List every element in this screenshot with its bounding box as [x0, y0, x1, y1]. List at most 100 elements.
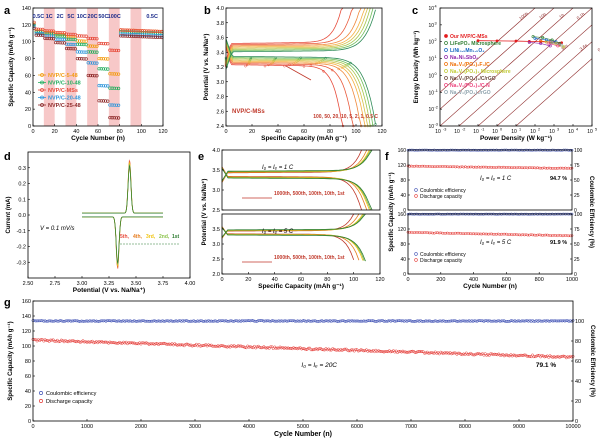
efficiency-point: [501, 319, 505, 323]
efficiency-point: [212, 319, 216, 323]
capacity-point: [332, 347, 336, 351]
capacity-point: [408, 231, 411, 234]
efficiency-point: [524, 319, 528, 323]
capacity-point: [64, 37, 69, 41]
x-tick-label: 120: [158, 129, 167, 135]
efficiency-point: [134, 320, 138, 323]
y-tick-label: 2.0: [212, 272, 220, 278]
y2-tick-label: 20: [575, 399, 581, 405]
y-tick-label: 100: [22, 40, 31, 46]
efficiency-point: [113, 319, 117, 323]
time-label: 0.1h: [576, 11, 586, 20]
capacity-point: [82, 42, 86, 47]
legend-label: Discharge capacity: [46, 399, 93, 405]
capacity-point: [519, 166, 523, 170]
capacity-point: [501, 165, 505, 169]
capacity-point: [45, 29, 49, 33]
capacity-point: [490, 232, 493, 236]
capacity-point: [129, 28, 134, 33]
capacity-point: [474, 352, 478, 356]
legend-marker: [414, 188, 418, 192]
y-axis-label: Energy Density (Wh kg⁻¹): [413, 31, 420, 104]
y-tick-label: 160: [22, 299, 31, 305]
panel-letter: a: [4, 5, 11, 17]
efficiency-point: [379, 319, 383, 322]
capacity-point: [413, 231, 416, 234]
capacity-point: [408, 350, 412, 354]
legend-marker: [414, 252, 418, 256]
capacity-point: [450, 165, 454, 169]
efficiency-point: [490, 319, 494, 323]
efficiency-point: [66, 319, 70, 323]
plot-frame-e: [221, 149, 381, 211]
x-tick-label: 400: [469, 277, 478, 283]
efficiency-point: [332, 319, 336, 323]
capacity-point: [416, 231, 420, 234]
legend-label: Na₃V₂(PO₄)₂F₃/C: [450, 62, 490, 68]
capacity-point: [346, 348, 349, 352]
rate-band: [65, 8, 77, 126]
capacity-point: [115, 341, 119, 345]
capacity-point: [523, 166, 526, 170]
capacity-point: [67, 37, 71, 41]
capacity-point: [155, 35, 160, 39]
efficiency-point: [109, 319, 113, 323]
capacity-point: [38, 27, 43, 32]
efficiency-point: [201, 320, 205, 323]
capacity-point: [95, 61, 99, 65]
efficiency-point: [485, 319, 489, 323]
capacity-point: [158, 342, 162, 345]
y-tick-label: 10: [428, 73, 434, 79]
efficiency-point: [139, 319, 143, 323]
capacity-point: [409, 164, 413, 168]
efficiency-point: [305, 319, 309, 323]
capacity-point: [177, 343, 181, 347]
capacity-point: [140, 35, 145, 39]
capacity-point: [86, 50, 90, 54]
capacity-point: [212, 344, 216, 348]
y-tick-label: 10: [428, 40, 434, 46]
capacity-point: [546, 233, 549, 237]
capacity-point: [508, 166, 512, 169]
efficiency-point: [346, 319, 349, 323]
efficiency-point: [252, 319, 256, 323]
capacity-point: [444, 165, 448, 168]
x-tick-label: 100: [351, 129, 360, 135]
capacity-point: [483, 165, 487, 169]
x-tick-exponent: 4: [576, 128, 578, 132]
x-tick-label: 4000: [243, 424, 255, 430]
capacity-point: [77, 42, 82, 47]
capacity-point: [129, 34, 134, 38]
efficiency-point: [258, 319, 262, 323]
capacity-point: [554, 234, 557, 237]
ref-series-point: [533, 36, 537, 40]
legend-label: Na₃V₂(PO₄)₃/rGO: [450, 90, 491, 96]
curve-marker: [248, 58, 252, 62]
y-tick-label: 0: [403, 208, 406, 214]
efficiency-point: [119, 320, 123, 323]
efficiency-point: [540, 319, 544, 323]
capacity-point: [431, 351, 435, 355]
capacity-point: [82, 34, 86, 38]
x-tick-label: 40: [275, 129, 281, 135]
efficiency-point: [108, 319, 112, 323]
retention-text: 79.1 %: [536, 362, 556, 369]
curve-marker: [322, 58, 326, 61]
capacity-point: [77, 50, 82, 54]
capacity-point: [360, 348, 364, 352]
y2-tick-label: 75: [574, 163, 580, 169]
efficiency-point: [58, 318, 62, 322]
efficiency-point: [452, 319, 456, 322]
y-tick-label: 0.3: [18, 166, 26, 172]
capacity-point: [86, 73, 90, 78]
capacity-point: [125, 28, 129, 32]
cycle-label: 4th,: [133, 234, 143, 240]
curve-marker: [347, 62, 350, 66]
y-tick-label: 140: [22, 314, 31, 320]
efficiency-point: [435, 319, 439, 323]
capacity-point: [142, 33, 147, 37]
efficiency-point: [217, 318, 221, 322]
capacity-point: [58, 34, 62, 38]
capacity-point: [279, 346, 283, 350]
capacity-point: [132, 34, 136, 39]
